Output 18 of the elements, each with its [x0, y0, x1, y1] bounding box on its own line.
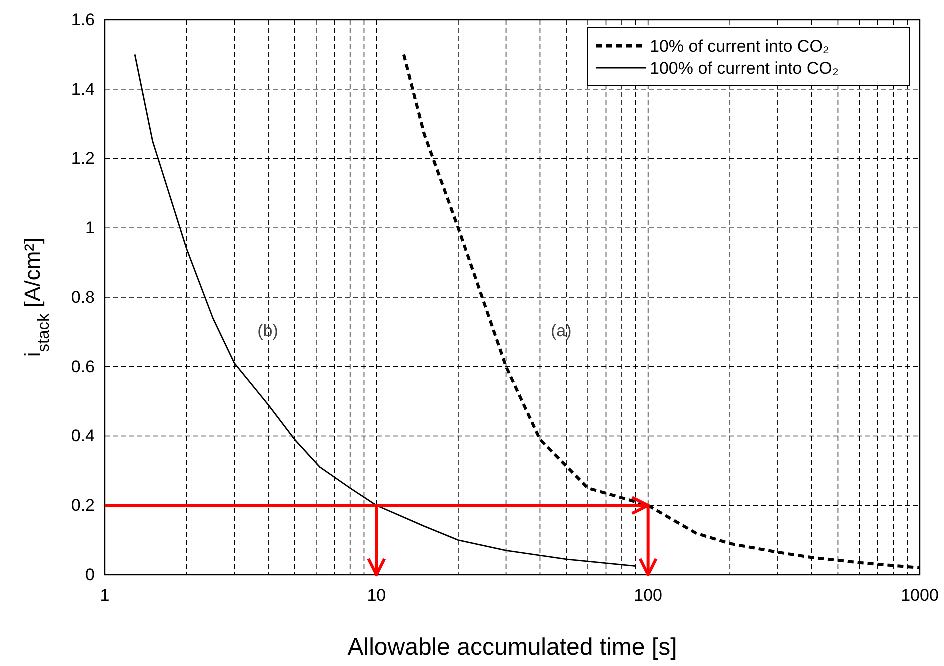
y-tick-label: 0.4	[71, 426, 95, 446]
annotation: (b)	[258, 321, 278, 340]
y-tick-label: 0.2	[71, 496, 95, 516]
x-axis-title: Allowable accumulated time [s]	[348, 634, 678, 661]
annotation: (a)	[551, 321, 572, 340]
y-tick-label: 1.2	[71, 149, 95, 168]
x-tick-label: 10	[367, 586, 386, 606]
x-tick-label: 100	[634, 586, 663, 606]
y-tick-label: 0.8	[71, 288, 95, 307]
legend-label: 100% of current into CO₂	[650, 59, 839, 78]
y-tick-label: 0	[86, 565, 95, 584]
y-tick-label: 1	[86, 218, 95, 238]
y-tick-label: 1.6	[71, 10, 95, 30]
y-tick-label: 0.6	[71, 357, 95, 376]
x-tick-label: 1000	[901, 586, 939, 606]
y-tick-label: 1.4	[71, 80, 95, 99]
x-tick-label: 1	[100, 586, 110, 606]
legend-label: 10% of current into CO₂	[650, 37, 830, 56]
